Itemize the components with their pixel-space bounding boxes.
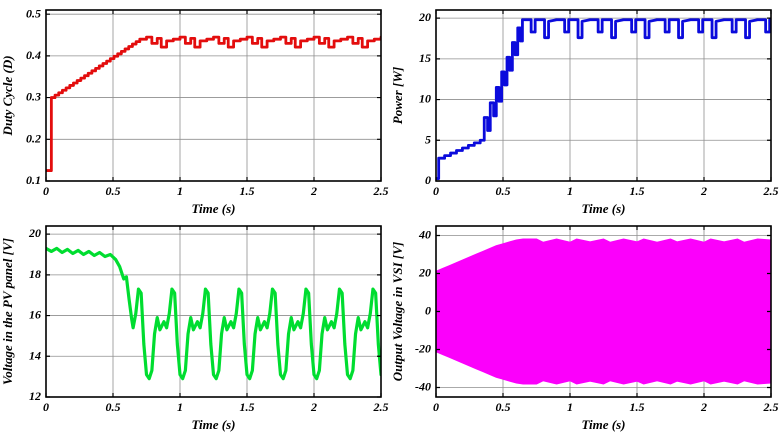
power-panel xyxy=(390,1,780,217)
duty-cycle-panel xyxy=(0,1,390,217)
pv-voltage-chart xyxy=(0,217,390,433)
vsi-output-voltage-chart xyxy=(390,217,780,433)
vsi-output-voltage-panel xyxy=(390,217,780,433)
pv-voltage-panel xyxy=(0,217,390,433)
duty-cycle-chart xyxy=(0,1,390,217)
power-chart xyxy=(390,1,780,217)
